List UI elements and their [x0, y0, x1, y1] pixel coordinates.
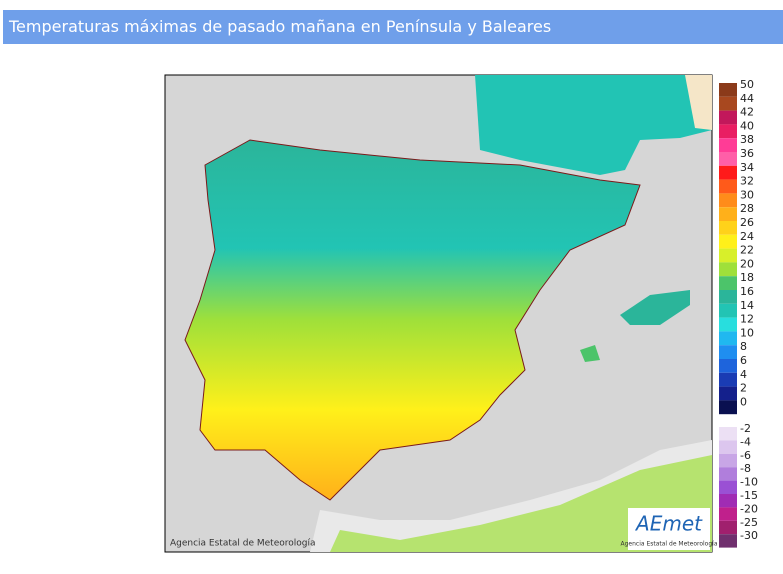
legend-label: 10 [740, 326, 754, 339]
africa-land [330, 455, 712, 552]
legend-label: 30 [740, 188, 754, 201]
legend-label: 20 [740, 257, 754, 270]
legend-label: -10 [740, 476, 758, 489]
credit: Agencia Estatal de Meteorología [170, 539, 316, 549]
legend-label: 34 [740, 161, 754, 174]
legend-swatch [719, 453, 737, 468]
logo: AEmet [634, 512, 703, 536]
legend-swatch [719, 345, 737, 359]
title-bar: Temperaturas máximas de pasado mañana en… [3, 10, 783, 44]
legend-label: 0 [740, 395, 747, 408]
legend-swatch [719, 386, 737, 401]
legend-swatch [719, 359, 737, 373]
legend-swatch [719, 165, 737, 180]
legend-label: 24 [740, 230, 754, 243]
legend-label: 26 [740, 216, 754, 229]
legend-swatch [719, 427, 737, 441]
legend-swatch [719, 248, 737, 263]
legend-swatch [719, 400, 737, 415]
legend-label: -25 [740, 516, 758, 529]
ibiza [580, 345, 600, 362]
switzerland [685, 75, 712, 130]
logo-subtitle: Agencia Estatal de Meteorología [621, 541, 718, 548]
france [475, 75, 712, 175]
legend-label: 42 [740, 106, 754, 119]
legend-label: 16 [740, 285, 754, 298]
legend-swatch [719, 234, 737, 249]
legend-swatch [719, 83, 737, 97]
legend-swatch [719, 221, 737, 235]
legend-swatch [719, 507, 737, 521]
legend-label: -20 [740, 502, 758, 515]
legend-swatch [719, 138, 737, 152]
legend-swatch [719, 317, 737, 332]
legend-swatch [719, 372, 737, 387]
logo-box [628, 508, 710, 550]
legend-label: 36 [740, 147, 754, 160]
legend-swatch [719, 303, 737, 318]
legend-swatch [719, 96, 737, 111]
legend-swatch [719, 467, 737, 481]
legend-label: 14 [740, 299, 754, 312]
legend-label: 50 [740, 78, 754, 91]
legend-swatch [719, 207, 737, 221]
legend: 5044424038363432302826242220181614121086… [719, 78, 758, 548]
legend-swatch [719, 179, 737, 194]
legend-label: 22 [740, 244, 754, 257]
legend-label: 12 [740, 313, 754, 326]
iberia [184, 139, 641, 501]
balearic-islands [620, 290, 690, 325]
legend-label: 8 [740, 340, 747, 353]
legend-label: -6 [740, 449, 751, 462]
legend-swatch [719, 440, 737, 454]
legend-label: -4 [740, 435, 751, 448]
legend-label: 18 [740, 271, 754, 284]
legend-label: 4 [740, 368, 747, 381]
legend-label: 32 [740, 175, 754, 188]
legend-label: 40 [740, 119, 754, 132]
legend-swatch [719, 331, 737, 346]
legend-swatch [719, 534, 737, 548]
legend-label: -30 [740, 529, 758, 542]
legend-label: 38 [740, 133, 754, 146]
legend-label: -8 [740, 462, 751, 475]
legend-swatch [719, 193, 737, 208]
legend-swatch [719, 494, 737, 508]
legend-label: 6 [740, 354, 747, 367]
legend-swatch [719, 290, 737, 304]
legend-swatch [719, 480, 737, 494]
legend-swatch [719, 520, 737, 535]
title: Temperaturas máximas de pasado mañana en… [9, 17, 552, 36]
legend-label: -15 [740, 489, 758, 502]
legend-swatch [719, 276, 737, 290]
legend-label: 28 [740, 202, 754, 215]
legend-label: 2 [740, 382, 747, 395]
legend-swatch [719, 262, 737, 277]
legend-swatch [719, 110, 737, 125]
legend-label: 44 [740, 92, 754, 105]
legend-label: -2 [740, 422, 751, 435]
legend-swatch [719, 152, 737, 166]
legend-swatch [719, 124, 737, 139]
